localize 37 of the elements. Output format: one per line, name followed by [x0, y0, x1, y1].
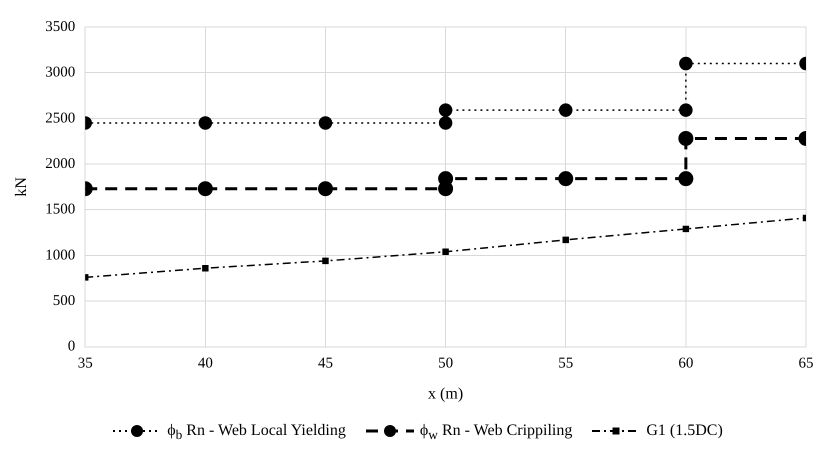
point: [562, 236, 569, 244]
point: [318, 116, 332, 130]
y-axis-title: kN: [12, 176, 30, 197]
x-tick-label: 40: [198, 356, 213, 372]
x-tick-label: 50: [438, 356, 454, 372]
point: [198, 116, 212, 130]
y-tick-label: 500: [52, 293, 76, 310]
legend-label: ϕ$_{b}$ Rn - Web Local Yielding: [167, 422, 346, 442]
x-tick-label: 60: [678, 356, 694, 372]
x-tick-label: 35: [78, 356, 93, 372]
x-tick-label: 55: [558, 356, 574, 372]
y-tick-label: 2500: [45, 110, 76, 126]
point: [198, 181, 213, 196]
legend-label: ϕ$_{w}$ Rn - Web Crippiling: [420, 422, 572, 442]
point: [202, 264, 209, 272]
legend-label: G1 (1.5DC): [646, 422, 723, 439]
point: [678, 130, 694, 146]
y-tick-label: 1500: [45, 202, 76, 218]
point: [679, 103, 693, 117]
y-tick-label: 3500: [45, 18, 76, 35]
point: [322, 258, 329, 264]
point: [682, 226, 690, 232]
point: [558, 103, 572, 117]
point: [438, 103, 452, 117]
y-tick-label: 0: [68, 338, 76, 355]
point: [318, 181, 333, 196]
point: [558, 171, 574, 186]
y-tick-label: 1000: [45, 247, 76, 264]
x-axis-title: x (m): [428, 386, 464, 403]
y-tick-label: 3000: [45, 64, 76, 81]
y-tick-label: 2000: [45, 156, 76, 172]
point: [438, 116, 452, 130]
x-tick-label: 45: [318, 356, 333, 372]
x-tick-label: 65: [798, 356, 814, 372]
point: [679, 56, 693, 70]
point: [678, 171, 694, 186]
point: [442, 248, 449, 255]
